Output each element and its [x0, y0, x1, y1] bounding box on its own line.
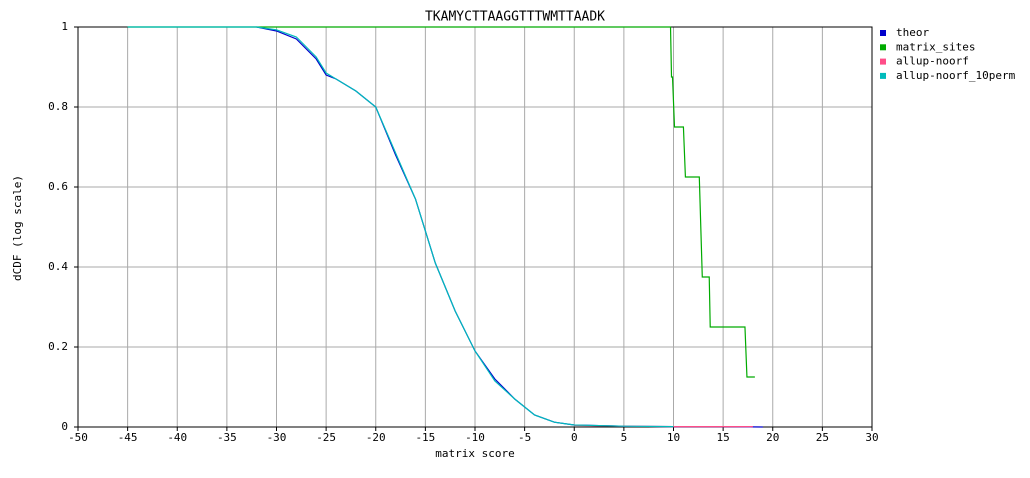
legend-swatch	[880, 72, 886, 79]
x-tick-label: 5	[621, 431, 628, 444]
x-tick-label: 25	[816, 431, 829, 444]
x-tick-label: -45	[118, 431, 138, 444]
legend-label: theor	[896, 26, 929, 39]
y-tick-label: 0.4	[48, 260, 68, 273]
legend-label: matrix_sites	[896, 40, 975, 53]
y-tick-label: 0.2	[48, 340, 68, 353]
x-tick-label: -30	[267, 431, 287, 444]
y-tick-label: 0.8	[48, 100, 68, 113]
x-tick-label: -25	[316, 431, 336, 444]
x-tick-label: 30	[865, 431, 878, 444]
x-tick-label: -50	[68, 431, 88, 444]
y-axis-label: dCDF (log scale)	[11, 175, 24, 281]
x-tick-label: -40	[167, 431, 187, 444]
x-tick-label: 0	[571, 431, 578, 444]
y-tick-label: 1	[61, 20, 68, 33]
x-axis-label: matrix score	[435, 447, 514, 460]
legend-label: allup-noorf	[896, 55, 969, 68]
y-tick-label: 0.6	[48, 180, 68, 193]
x-tick-label: -5	[518, 431, 531, 444]
legend-swatch	[880, 58, 886, 65]
y-tick-label: 0	[61, 420, 68, 433]
series-line	[127, 26, 674, 428]
x-tick-label: -15	[415, 431, 435, 444]
legend-label: allup-noorf_10perm	[896, 69, 1016, 82]
legend-swatch	[880, 44, 886, 51]
series-line	[127, 26, 755, 378]
x-tick-label: -35	[217, 431, 237, 444]
x-tick-label: -10	[465, 431, 485, 444]
x-tick-label: 15	[717, 431, 730, 444]
legend-swatch	[880, 30, 886, 36]
x-tick-label: 20	[766, 431, 779, 444]
x-tick-label: 10	[667, 431, 680, 444]
chart-title: TKAMYCTTAAGGTTTWMTTAADK	[425, 10, 605, 25]
x-tick-label: -20	[366, 431, 386, 444]
